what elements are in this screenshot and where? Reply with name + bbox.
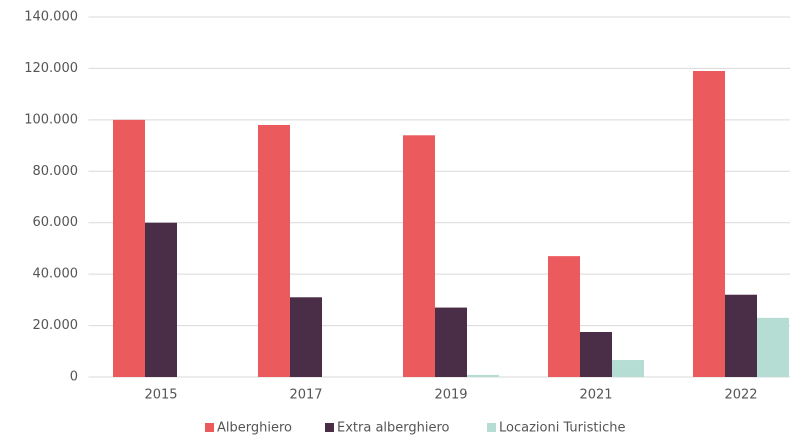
y-tick-label: 120.000 bbox=[24, 61, 78, 76]
y-tick-label: 20.000 bbox=[33, 318, 79, 333]
bar bbox=[580, 332, 612, 377]
y-tick-label: 60.000 bbox=[33, 215, 79, 230]
x-tick-label: 2015 bbox=[144, 388, 177, 403]
bar bbox=[258, 125, 290, 377]
x-tick-label: 2021 bbox=[579, 388, 612, 403]
bar bbox=[290, 297, 322, 377]
legend-swatch bbox=[325, 423, 334, 432]
bar bbox=[725, 294, 757, 377]
y-tick-label: 40.000 bbox=[33, 267, 79, 282]
x-tick-label: 2017 bbox=[289, 388, 322, 403]
bar bbox=[435, 307, 467, 377]
bar bbox=[693, 71, 725, 377]
bar bbox=[548, 256, 580, 377]
legend-label: Alberghiero bbox=[217, 421, 292, 436]
y-tick-label: 80.000 bbox=[33, 164, 79, 179]
x-tick-label: 2022 bbox=[724, 388, 757, 403]
bar bbox=[403, 135, 435, 377]
x-tick-label: 2019 bbox=[434, 388, 467, 403]
legend-label: Locazioni Turistiche bbox=[499, 421, 625, 436]
bar bbox=[467, 374, 499, 377]
bar bbox=[757, 317, 789, 377]
legend-label: Extra alberghiero bbox=[337, 421, 450, 436]
y-tick-label: 140.000 bbox=[24, 10, 78, 25]
y-tick-label: 0 bbox=[70, 370, 78, 385]
bar bbox=[113, 119, 145, 377]
bar bbox=[145, 222, 177, 377]
y-tick-label: 100.000 bbox=[24, 112, 78, 127]
bar bbox=[612, 360, 644, 377]
legend-swatch bbox=[205, 423, 214, 432]
legend-swatch bbox=[487, 423, 496, 432]
